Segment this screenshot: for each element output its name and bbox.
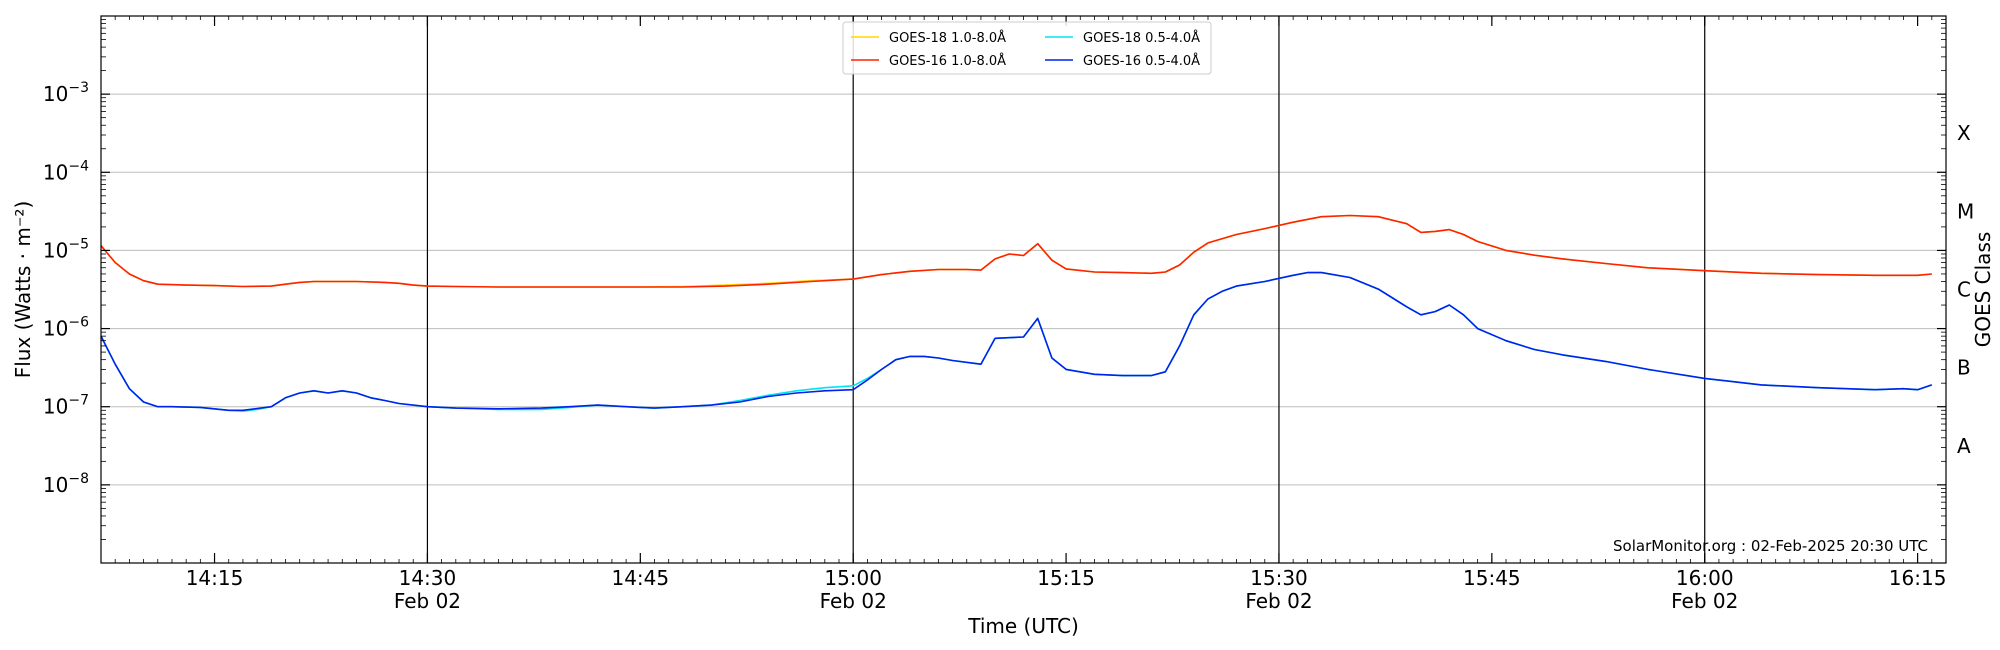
y-tick-exponent: −6 (68, 315, 89, 331)
legend-box (842, 21, 1212, 75)
x-tick-label: 16:15 (1889, 566, 1947, 590)
legend-label: GOES-16 0.5-4.0Å (1083, 53, 1200, 69)
day-lines (426, 16, 1706, 563)
series-layer (100, 214, 1933, 412)
x-tick-label: 14:30 (399, 566, 457, 590)
y-tick-label: 10−8 (43, 471, 89, 497)
y-tick-base: 10 (43, 82, 68, 106)
y-tick-label: 10−6 (43, 315, 89, 341)
x-tick-date-label: Feb 02 (820, 589, 887, 613)
x-tick-date-label: Feb 02 (1245, 589, 1312, 613)
x-tick-label: 14:15 (186, 566, 244, 590)
x-axis-title: Time (UTC) (967, 614, 1079, 638)
y-tick-label: 10−7 (43, 393, 89, 419)
goes-class-label: A (1957, 434, 1971, 458)
goes-class-label: C (1957, 278, 1971, 302)
x-tick-label: 15:45 (1463, 566, 1521, 590)
goes-class-label: X (1957, 121, 1971, 145)
goes-class-label: B (1957, 356, 1971, 380)
x-tick-label: 14:45 (611, 566, 669, 590)
x-tick-date-label: Feb 02 (394, 589, 461, 613)
y-tick-base: 10 (43, 317, 68, 341)
y-tick-base: 10 (43, 160, 68, 184)
x-tick-label: 15:15 (1037, 566, 1095, 590)
x-tick-label: 15:00 (824, 566, 882, 590)
y-tick-exponent: −4 (68, 158, 89, 174)
legend-label: GOES-16 1.0-8.0Å (889, 53, 1006, 69)
legend: GOES-18 1.0-8.0Å GOES-16 1.0-8.0Å GOES-18 … (842, 21, 1212, 75)
y-axis-title: Flux (Watts · m⁻²) (11, 201, 35, 379)
goes-class-label: M (1957, 199, 1974, 223)
y-tick-label: 10−3 (43, 80, 89, 106)
y-tick-exponent: −8 (68, 471, 89, 487)
goes-class-axis-title: GOES Class (1971, 232, 1995, 348)
x-tick-label: 15:30 (1250, 566, 1308, 590)
y-tick-label: 10−5 (43, 236, 89, 262)
y-tick-exponent: −5 (68, 236, 89, 252)
y-tick-base: 10 (43, 395, 68, 419)
x-tick-date-label: Feb 02 (1671, 589, 1738, 613)
y-tick-base: 10 (43, 473, 68, 497)
legend-label: GOES-18 1.0-8.0Å (889, 30, 1006, 46)
watermark-text: SolarMonitor.org : 02-Feb-2025 20:30 UTC (1613, 537, 1928, 555)
series-line-4 (100, 271, 1933, 412)
series-line-2 (100, 214, 1932, 288)
x-tick-label: 16:00 (1676, 566, 1734, 590)
grid-layer (101, 93, 1946, 486)
tick-layer (100, 16, 1947, 563)
y-tick-exponent: −3 (68, 80, 89, 96)
y-tick-base: 10 (43, 238, 68, 262)
y-tick-exponent: −7 (68, 393, 89, 409)
legend-label: GOES-18 0.5-4.0Å (1083, 30, 1200, 46)
y-tick-label: 10−4 (43, 158, 89, 184)
